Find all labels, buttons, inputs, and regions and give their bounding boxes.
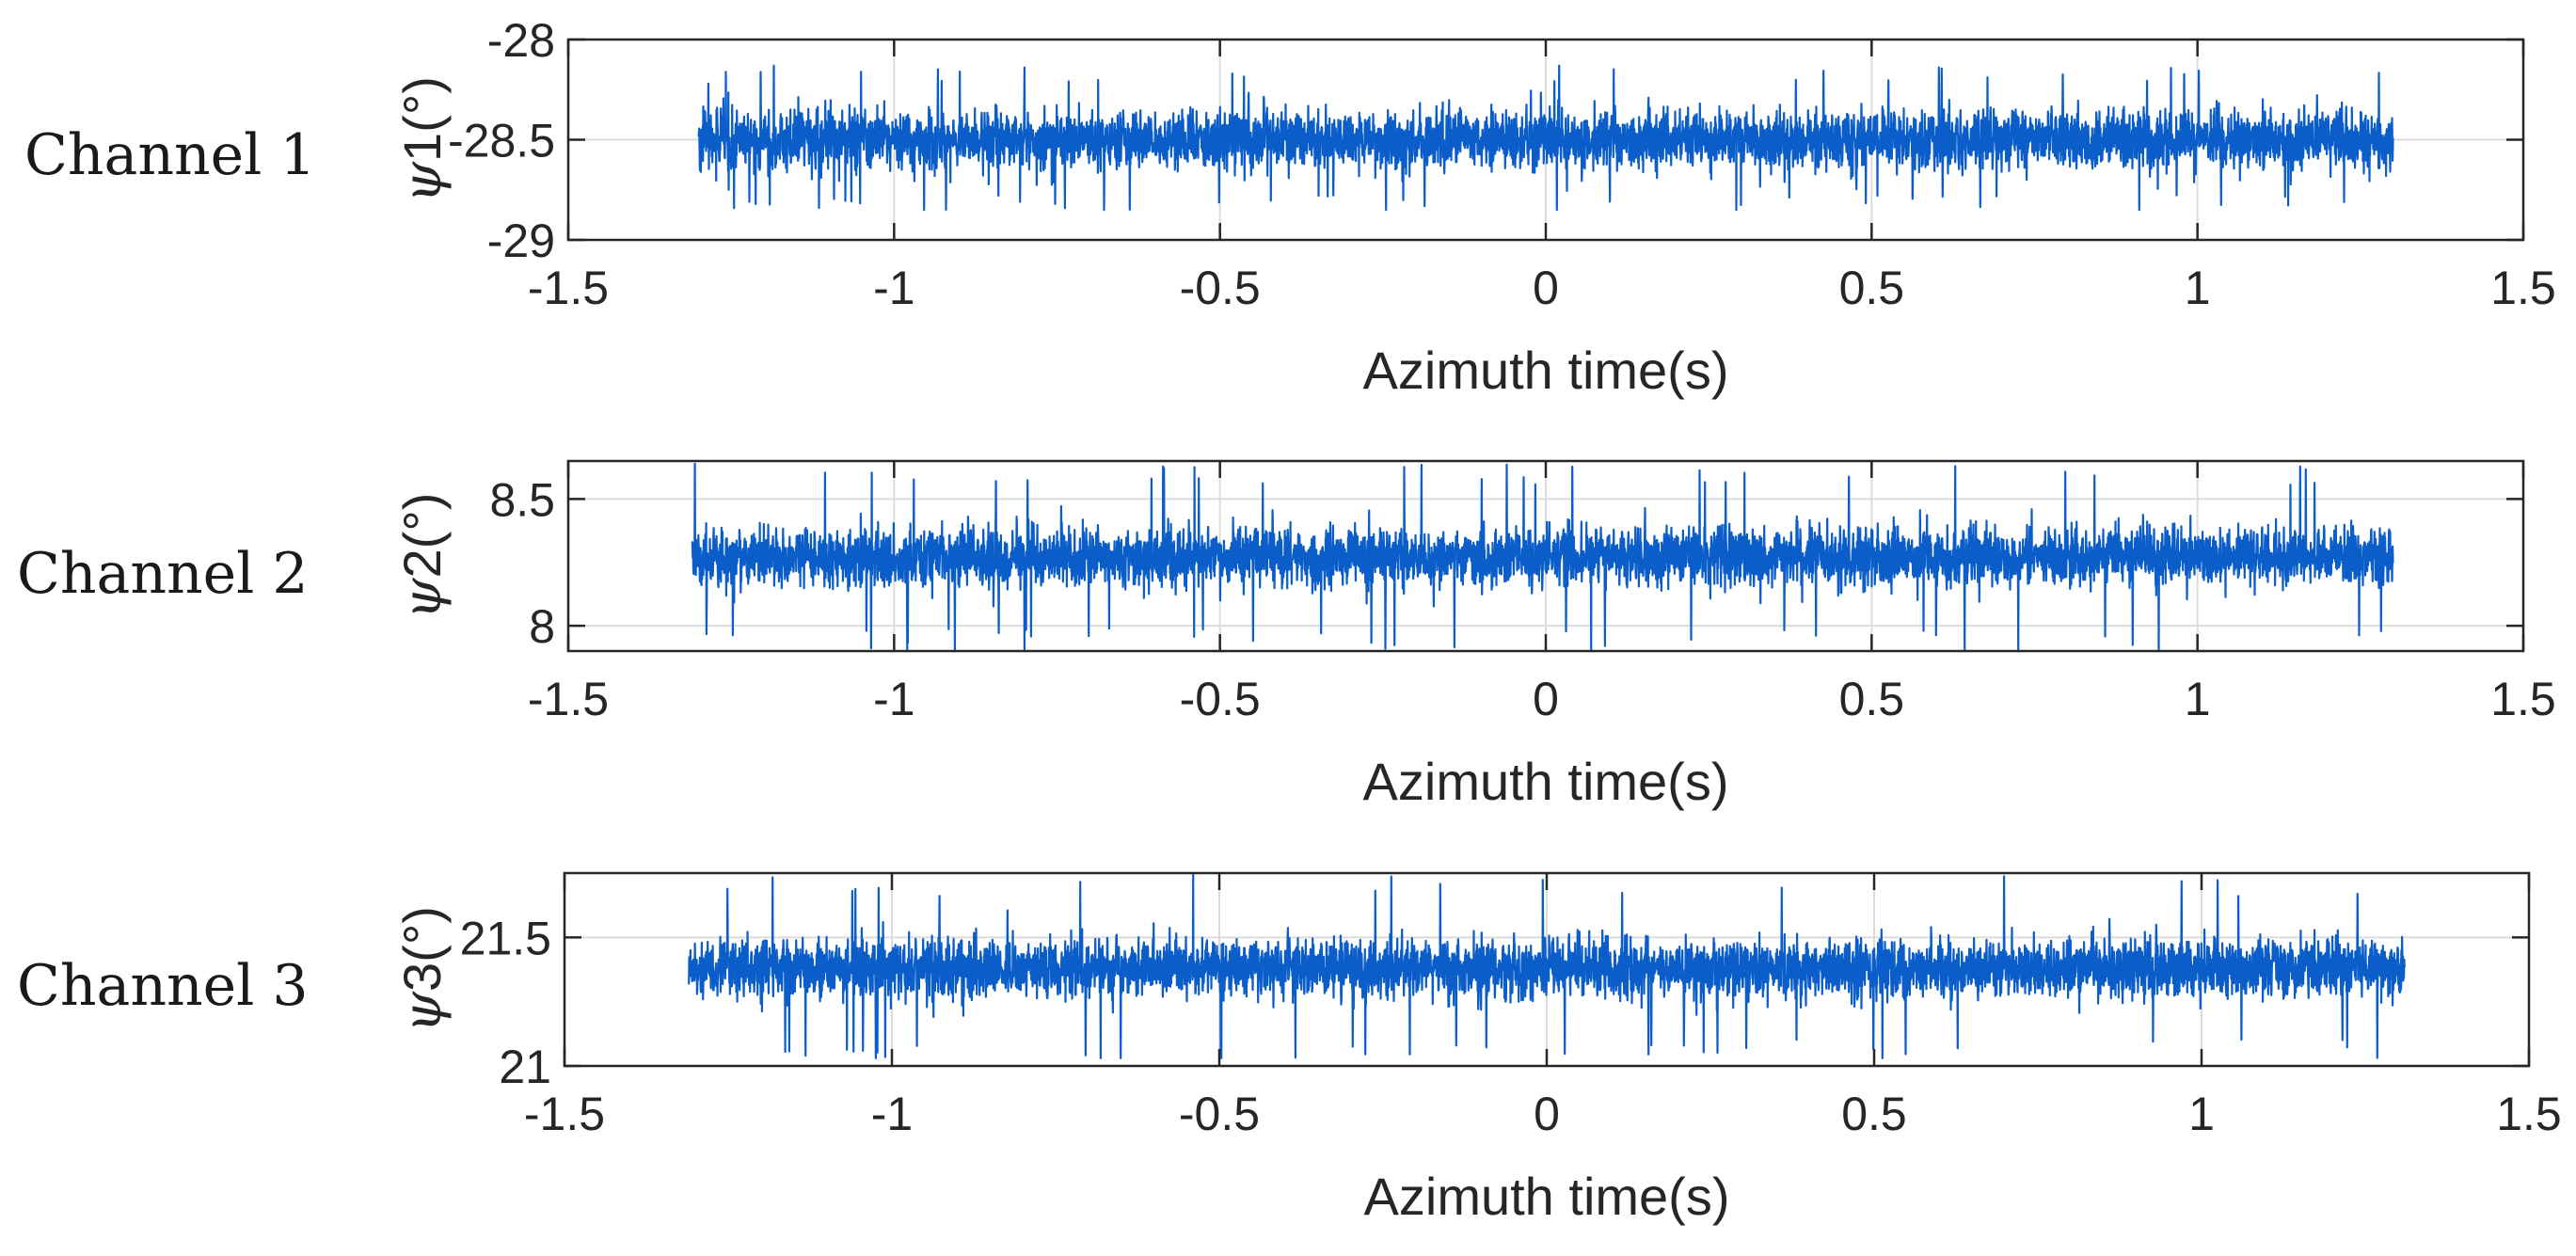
channel-label: Channel 3 <box>17 953 309 1019</box>
x-axis-title: Azimuth time(s) <box>1364 1167 1730 1226</box>
y-tick-label: 8 <box>529 600 555 653</box>
y-axis-text: 1(°) <box>392 76 452 162</box>
y-tick-label: 8.5 <box>489 473 555 526</box>
y-axis-symbol: ψ <box>392 577 453 619</box>
x-tick-label: -0.5 <box>1180 262 1261 314</box>
y-axis-text: 3(°) <box>392 906 452 992</box>
x-tick-label: 0 <box>1533 673 1559 725</box>
y-axis-title: ψ2(°) <box>392 493 453 620</box>
series-line <box>691 462 2394 652</box>
x-tick-label: 0.5 <box>1841 1088 1907 1140</box>
x-tick-label: 0 <box>1533 262 1559 314</box>
y-tick-label: -28 <box>487 14 555 67</box>
y-axis-text: 2(°) <box>392 493 452 579</box>
x-tick-label: 0 <box>1534 1088 1560 1140</box>
series-line <box>697 64 2394 212</box>
chart-panel-2: Channel 2 -1.5 -1 -0.5 0 0.5 1 1.5 8 8.5 Azimuth t… <box>17 459 2556 811</box>
x-axis-title: Azimuth time(s) <box>1363 752 1729 811</box>
channel-label: Channel 1 <box>24 122 316 188</box>
x-tick-label: -1.5 <box>524 1088 605 1140</box>
y-axis-symbol: ψ <box>392 991 453 1033</box>
x-tick-label: 1 <box>2185 262 2211 314</box>
x-tick-label: -0.5 <box>1179 1088 1260 1140</box>
x-tick-label: 1.5 <box>2496 1088 2562 1140</box>
x-tick-label: -1 <box>871 1088 913 1140</box>
y-axis-title: ψ3(°) <box>392 906 453 1033</box>
x-tick-label: 1 <box>2185 673 2211 725</box>
y-tick-label: -29 <box>487 215 555 267</box>
y-axis-symbol: ψ <box>392 161 453 203</box>
channel-label: Channel 2 <box>17 541 309 607</box>
x-tick-label: -1.5 <box>528 673 609 725</box>
y-axis-title: ψ1(°) <box>392 76 453 203</box>
x-tick-label: 1 <box>2188 1088 2215 1140</box>
x-tick-label: 0.5 <box>1839 673 1905 725</box>
chart-panel-1: Channel 1 -1.5 -1 -0.5 0 0.5 1 1.5 -29 -28.5 -28 Az… <box>24 14 2556 400</box>
y-tick-label: 21.5 <box>460 912 551 964</box>
x-tick-label: 1.5 <box>2490 673 2556 725</box>
y-tick-label: 21 <box>499 1041 551 1093</box>
x-tick-label: 0.5 <box>1839 262 1905 314</box>
x-tick-label: -1 <box>873 673 914 725</box>
x-tick-label: 1.5 <box>2490 262 2556 314</box>
x-tick-label: -1 <box>873 262 914 314</box>
series-line <box>688 873 2406 1059</box>
x-tick-label: -0.5 <box>1180 673 1261 725</box>
y-tick-label: -28.5 <box>448 115 555 167</box>
x-tick-label: -1.5 <box>528 262 609 314</box>
chart-panel-3: Channel 3 -1.5 -1 -0.5 0 0.5 1 1.5 21 21.5 Azimuth… <box>17 871 2562 1226</box>
x-axis-title: Azimuth time(s) <box>1363 341 1729 400</box>
